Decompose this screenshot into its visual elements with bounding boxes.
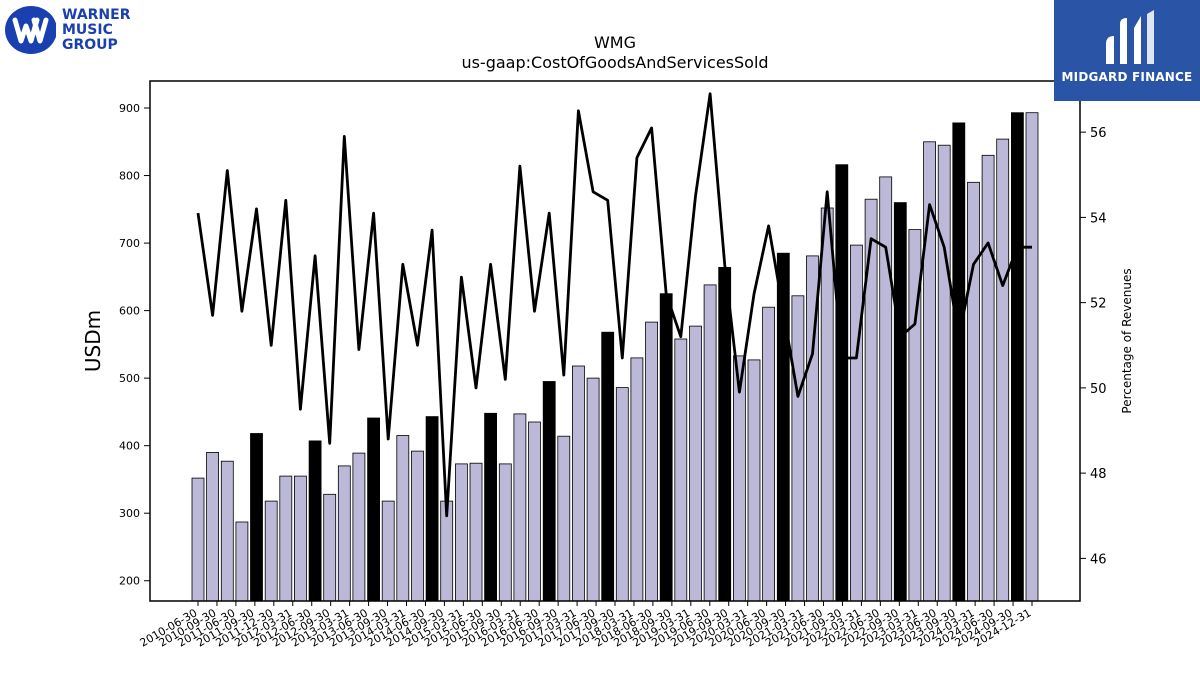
- percentage-line: [196, 92, 1032, 518]
- y-tick-label: 600: [119, 305, 140, 318]
- bar-2014-12-31: [454, 463, 468, 602]
- bar-2013-06-30: [367, 417, 381, 602]
- bar-2012-12-31: [337, 465, 351, 602]
- y-tick-label: 700: [119, 237, 140, 250]
- logo-word-1: WARNER: [62, 7, 131, 23]
- bar-2016-09-30: [557, 435, 571, 602]
- bar-2014-03-31: [411, 450, 424, 602]
- y2-axis-label: Percentage of Revenues: [1120, 268, 1134, 413]
- y-tick-label: 400: [119, 440, 140, 453]
- bar-2012-09-30: [323, 493, 337, 602]
- bar-2014-06-30: [425, 416, 439, 602]
- bar-2013-12-31: [396, 435, 410, 602]
- midgard-m-icon: [1106, 10, 1154, 64]
- bar-2010-09-30: [206, 451, 220, 602]
- bar-2022-06-30: [893, 202, 907, 602]
- bar-2019-06-30: [718, 266, 732, 602]
- y2-axis-ticks: 46 48 50 52 54 56: [1080, 126, 1107, 567]
- bar-2023-06-30: [952, 122, 966, 602]
- y-axis-label: USDm: [81, 310, 105, 372]
- chart-title: WMG: [594, 33, 636, 52]
- bar-2023-03-31: [937, 144, 951, 602]
- bar-2020-09-30: [791, 295, 805, 602]
- bar-2020-03-31: [762, 306, 775, 602]
- bar-2010-06-30: [191, 477, 205, 602]
- bar-2024-06-30: [1011, 112, 1024, 602]
- bar-2016-06-30: [542, 381, 556, 602]
- line-series: [196, 92, 1032, 518]
- bar-2021-06-30: [835, 164, 849, 602]
- bar-2023-12-31: [981, 154, 995, 602]
- warner-w-icon: [5, 6, 56, 54]
- y2-tick-label: 48: [1090, 467, 1107, 482]
- midgard-finance-logo: MIDGARD FINANCE: [1054, 0, 1200, 101]
- y-tick-label: 300: [119, 507, 140, 520]
- bar-2018-06-30: [659, 293, 673, 602]
- bar-2021-09-30: [850, 244, 863, 602]
- y-tick-label: 500: [119, 372, 140, 385]
- y-tick-label: 800: [119, 170, 140, 183]
- bar-2015-09-30: [498, 463, 512, 602]
- bar-2010-12-31: [220, 460, 234, 602]
- bar-2024-03-31: [996, 138, 1010, 602]
- bar-2016-12-31: [572, 365, 585, 602]
- bar-2012-06-30: [308, 440, 322, 602]
- y-tick-label: 900: [119, 102, 140, 115]
- bar-2019-03-31: [703, 284, 717, 602]
- bar-2013-09-30: [381, 500, 395, 602]
- bar-2011-03-31: [235, 521, 249, 602]
- bar-2021-03-31: [820, 207, 834, 602]
- bar-2021-12-31: [864, 198, 878, 602]
- plot-frame: [149, 80, 1081, 602]
- warner-music-group-logo: WARNER MUSIC GROUP: [4, 4, 144, 56]
- bar-2017-12-31: [630, 357, 644, 602]
- bar-2019-12-31: [747, 359, 761, 602]
- bar-2018-03-31: [645, 321, 658, 602]
- y2-tick-label: 50: [1090, 382, 1107, 397]
- bar-2018-12-31: [689, 325, 702, 602]
- bar-2011-09-30: [264, 500, 278, 602]
- bar-2013-03-31: [352, 452, 366, 602]
- bar-2017-09-30: [615, 387, 629, 602]
- chart-subtitle: us-gaap:CostOfGoodsAndServicesSold: [461, 53, 768, 72]
- bar-series: [191, 112, 1039, 602]
- bar-2015-12-31: [513, 413, 527, 602]
- y-tick-label: 200: [119, 575, 140, 588]
- bar-2023-09-30: [967, 181, 980, 602]
- y-axis-ticks: 200 300 400 500 600 700 800 900: [119, 102, 150, 588]
- y2-tick-label: 52: [1090, 297, 1107, 312]
- bar-2017-06-30: [601, 331, 615, 602]
- bar-2018-09-30: [674, 338, 688, 602]
- bar-2011-06-30: [250, 433, 263, 602]
- bar-2015-06-30: [484, 412, 498, 602]
- bar-2015-03-31: [469, 462, 483, 602]
- bar-2016-03-31: [528, 421, 541, 602]
- logo-word-2: MUSIC: [62, 22, 113, 38]
- x-axis-ticks: 2010-06-302010-09-302011-06-302011-09-30…: [138, 601, 1034, 650]
- bar-2022-03-31: [879, 176, 893, 602]
- midgard-finance-label: MIDGARD FINANCE: [1061, 70, 1193, 84]
- logo-word-3: GROUP: [62, 37, 118, 53]
- y2-tick-label: 54: [1090, 211, 1107, 226]
- y2-tick-label: 46: [1090, 552, 1107, 567]
- bar-2012-03-31: [293, 475, 307, 602]
- y2-tick-label: 56: [1090, 126, 1107, 141]
- bar-2011-12-31: [279, 475, 293, 602]
- bar-2017-03-31: [586, 377, 600, 602]
- bar-2024-09-30: [1025, 112, 1039, 602]
